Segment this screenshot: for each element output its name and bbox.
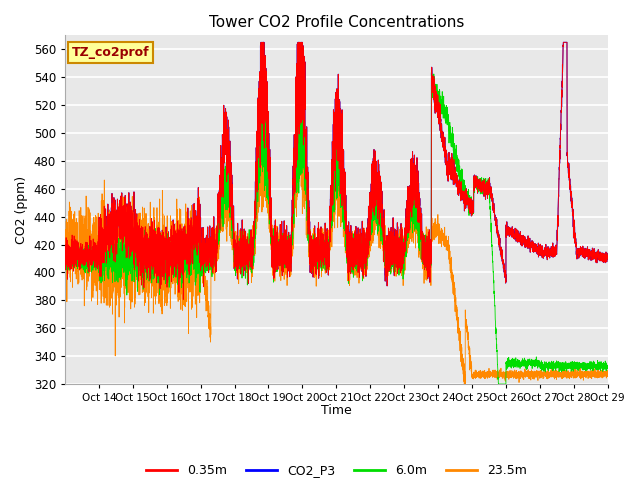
Legend: 0.35m, CO2_P3, 6.0m, 23.5m: 0.35m, CO2_P3, 6.0m, 23.5m (141, 459, 532, 480)
Y-axis label: CO2 (ppm): CO2 (ppm) (15, 176, 28, 244)
X-axis label: Time: Time (321, 405, 352, 418)
Title: Tower CO2 Profile Concentrations: Tower CO2 Profile Concentrations (209, 15, 464, 30)
Text: TZ_co2prof: TZ_co2prof (72, 46, 150, 59)
